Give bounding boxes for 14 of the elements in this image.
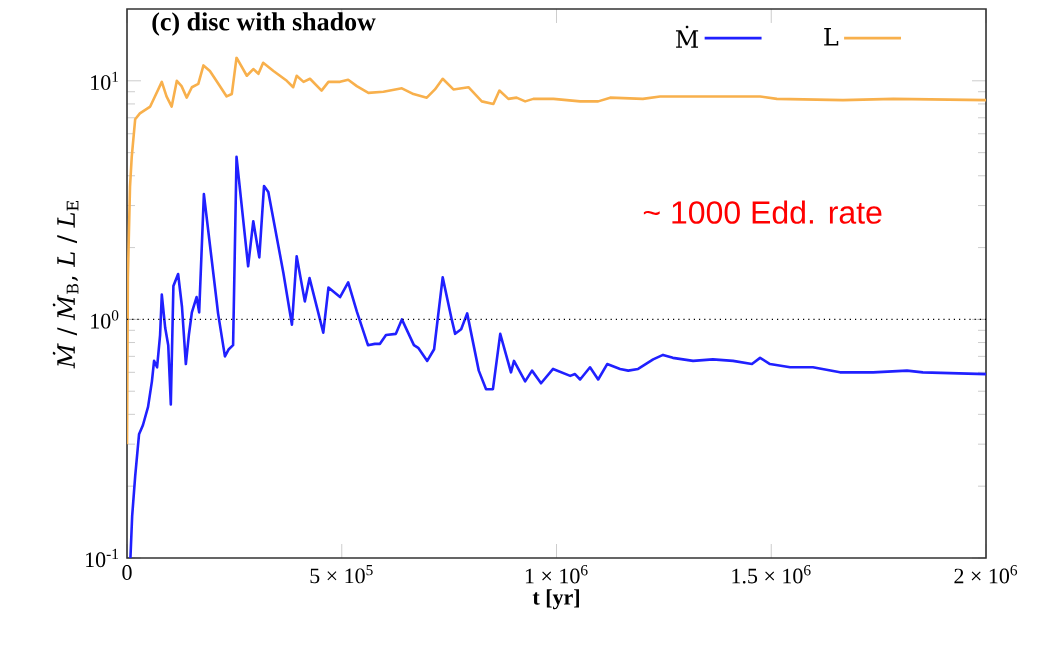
x-tick-label: 1.5 × 10$^{6}$ [732, 565, 811, 584]
x-axis-title: t [yr] [532, 589, 579, 610]
y-tick-label: 10$^{1}$ [91, 71, 119, 90]
chart-title: (c) disc with shadow [152, 12, 376, 36]
x-tick-label: 5 × 10$^{5}$ [310, 565, 373, 584]
legend-label: Ṁ [675, 25, 699, 48]
y-tick-label: 10$^{0}$ [91, 310, 119, 329]
annotation: ~ 1000 Edd. rate [643, 200, 882, 224]
y-tick-label: 10$^{-1}$ [86, 548, 119, 568]
text: Ṁ / Ṁ$_{B}$, L / L$_{E}$ [52, 201, 79, 369]
legend-label: L [824, 27, 839, 46]
x-tick-label: 2 × 10$^{6}$ [954, 565, 1018, 584]
x-tick-label: 1 × 10$^{6}$ [525, 565, 588, 584]
x-tick-label: 0 [122, 565, 132, 580]
